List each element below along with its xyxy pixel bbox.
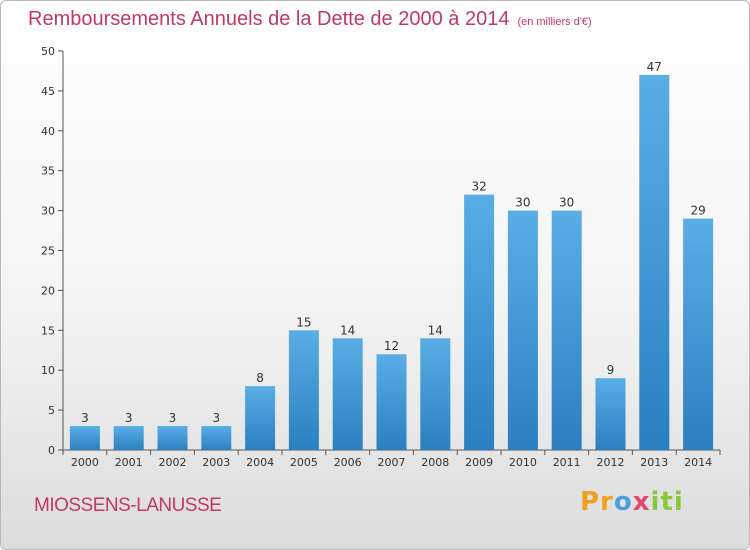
x-tick-label-2002: 2002 [159, 456, 187, 469]
value-label-2002: 3 [169, 411, 177, 425]
axes: 0 5 10 15 20 25 30 35 40 45 50 2000 2001 2002 2003 2004… [41, 45, 721, 469]
logo-part-1: Pr [580, 487, 614, 517]
x-tick-label-2003: 2003 [202, 456, 230, 469]
x-tick-label-2008: 2008 [421, 456, 449, 469]
bar-2002 [157, 426, 188, 450]
y-tick-label: 20 [41, 284, 55, 297]
y-tick-label: 15 [41, 324, 55, 337]
y-tick-label: 30 [41, 205, 55, 218]
bar-2001 [113, 426, 144, 450]
y-tick-label: 45 [41, 85, 55, 98]
chart-title-text: Remboursements Annuels de la Dette de 20… [28, 8, 510, 30]
x-tick-label-2007: 2007 [378, 456, 406, 469]
bar-2012 [595, 378, 626, 450]
bar-2006 [332, 338, 363, 450]
value-label-2009: 32 [471, 180, 486, 194]
value-label-2014: 29 [690, 204, 705, 218]
bars: 3 3 3 3 8 15 14 12 14 32 30 30 9 47 29 [69, 60, 714, 450]
bar-2013 [639, 74, 670, 450]
chart-subtitle: (en milliers d'€) [517, 16, 592, 28]
value-label-2010: 30 [515, 196, 530, 210]
value-label-2006: 14 [340, 323, 355, 337]
bar-2011 [551, 210, 582, 450]
proxiti-logo[interactable]: Proxiti [580, 487, 684, 517]
y-tick-label: 50 [41, 45, 55, 58]
bar-2004 [245, 386, 276, 450]
bar-2010 [507, 210, 538, 450]
bar-2007 [376, 354, 407, 450]
x-tick-label-2011: 2011 [553, 456, 581, 469]
commune-name: MIOSSENS-LANUSSE [34, 495, 222, 516]
value-label-2008: 14 [428, 323, 443, 337]
value-label-2003: 3 [212, 411, 220, 425]
x-tick-label-2014: 2014 [684, 456, 712, 469]
y-tick-label: 25 [41, 245, 55, 258]
value-label-2012: 9 [607, 363, 615, 377]
x-tick-label-2012: 2012 [597, 456, 625, 469]
bar-2000 [69, 426, 100, 450]
logo-part-4: iti [650, 487, 684, 517]
y-tick-label: 0 [48, 444, 55, 457]
x-tick-label-2001: 2001 [115, 456, 143, 469]
value-label-2005: 15 [296, 315, 311, 329]
logo-part-2: o [613, 487, 633, 517]
value-label-2011: 30 [559, 196, 574, 210]
x-tick-label-2000: 2000 [71, 456, 99, 469]
y-tick-label: 10 [41, 364, 55, 377]
x-tick-label-2005: 2005 [290, 456, 318, 469]
chart-title: Remboursements Annuels de la Dette de 20… [28, 8, 592, 31]
bar-2005 [288, 330, 319, 450]
bar-2008 [420, 338, 451, 450]
value-label-2000: 3 [81, 411, 89, 425]
value-label-2001: 3 [125, 411, 133, 425]
bar-2014 [683, 218, 714, 450]
value-label-2004: 8 [256, 371, 264, 385]
y-tick-label: 40 [41, 125, 55, 138]
bar-2009 [464, 194, 495, 450]
x-tick-label-2004: 2004 [246, 456, 274, 469]
y-tick-label: 35 [41, 165, 55, 178]
value-label-2013: 47 [647, 60, 662, 74]
logo-part-3: x [632, 487, 651, 517]
bar-2003 [201, 426, 232, 450]
y-tick-label: 5 [48, 404, 55, 417]
x-tick-label-2013: 2013 [640, 456, 668, 469]
x-tick-label-2010: 2010 [509, 456, 537, 469]
x-tick-label-2006: 2006 [334, 456, 362, 469]
x-tick-label-2009: 2009 [465, 456, 493, 469]
value-label-2007: 12 [384, 339, 399, 353]
